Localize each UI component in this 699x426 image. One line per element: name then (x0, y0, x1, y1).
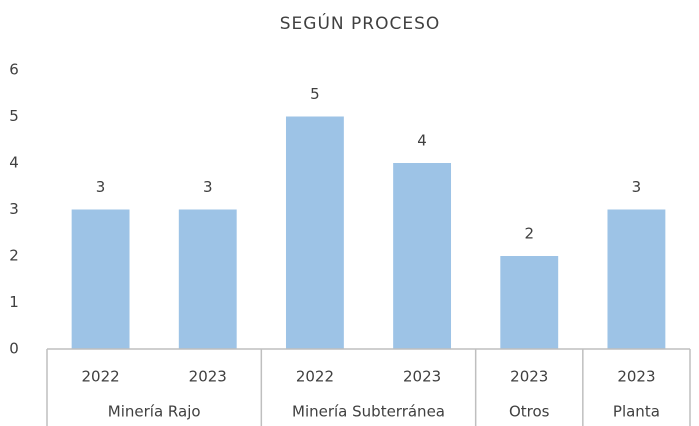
data-label: 2 (524, 225, 534, 243)
bar (71, 209, 130, 349)
x-tick-label: 2022 (81, 368, 119, 386)
x-tick-label: 2023 (617, 368, 655, 386)
group-label: Minería Rajo (108, 403, 201, 421)
data-label: 3 (96, 178, 106, 196)
bar (607, 209, 666, 349)
x-tick-label: 2023 (189, 368, 227, 386)
x-tick-label: 2023 (510, 368, 548, 386)
y-tick-label: 4 (9, 154, 19, 172)
y-tick-label: 0 (9, 340, 19, 358)
chart-title: SEGÚN PROCESO (280, 12, 441, 34)
x-tick-label: 2022 (296, 368, 334, 386)
data-label: 4 (417, 132, 427, 150)
y-tick-label: 2 (9, 247, 19, 265)
y-tick-label: 1 (9, 293, 19, 311)
data-label: 3 (203, 178, 213, 196)
group-label: Otros (509, 403, 550, 421)
bar (285, 116, 344, 349)
x-tick-label: 2023 (403, 368, 441, 386)
bar (178, 209, 237, 349)
bar (500, 256, 559, 349)
group-label: Minería Subterránea (292, 403, 445, 421)
group-label: Planta (613, 403, 660, 421)
data-label: 5 (310, 85, 320, 103)
y-tick-label: 3 (9, 200, 19, 218)
data-label: 3 (632, 178, 642, 196)
bar (393, 163, 452, 349)
y-tick-label: 5 (9, 107, 19, 125)
y-tick-label: 6 (9, 61, 19, 79)
